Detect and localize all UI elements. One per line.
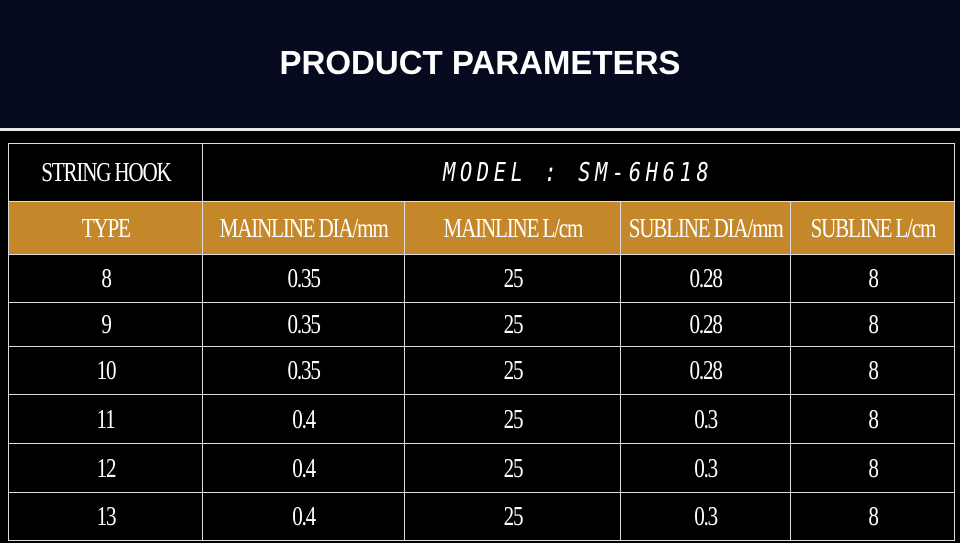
table-cell-text: 11 bbox=[96, 403, 116, 434]
column-header-text: TYPE bbox=[81, 212, 131, 243]
table-cell: 0.3 bbox=[620, 492, 791, 541]
table-cell: 0.4 bbox=[202, 492, 405, 541]
column-header-text: SUBLINE DIA/mm bbox=[628, 212, 784, 243]
table-cell: 0.3 bbox=[620, 394, 791, 444]
table-cell-text: 25 bbox=[503, 309, 523, 339]
table-cell: 0.35 bbox=[202, 302, 405, 347]
table-cell: 25 bbox=[404, 394, 621, 444]
table-cell-text: 0.35 bbox=[287, 309, 320, 339]
table-cell-text: 8 bbox=[867, 403, 879, 434]
column-header-text: SUBLINE L/cm bbox=[810, 212, 936, 243]
table-cell: 0.28 bbox=[620, 254, 791, 303]
table-cell-text: 13 bbox=[96, 501, 116, 531]
table-cell: 0.4 bbox=[202, 443, 405, 493]
table-label-text: STRING HOOK bbox=[40, 157, 171, 187]
table-cell-text: 0.3 bbox=[694, 452, 718, 483]
table-cell-text: 25 bbox=[503, 403, 523, 434]
table-cell: 8 bbox=[790, 394, 955, 444]
table-cell: 8 bbox=[8, 254, 203, 303]
table-cell: 25 bbox=[404, 492, 621, 541]
table-cell-text: 25 bbox=[503, 452, 523, 483]
column-header-text: MAINLINE L/cm bbox=[443, 212, 583, 243]
table-cell: 0.28 bbox=[620, 346, 791, 395]
column-header: SUBLINE DIA/mm bbox=[620, 201, 791, 255]
column-header: MAINLINE DIA/mm bbox=[202, 201, 405, 255]
table-cell-text: 0.4 bbox=[292, 501, 316, 531]
table-cell-text: 25 bbox=[503, 355, 523, 385]
table-cell: 11 bbox=[8, 394, 203, 444]
table-cell: 0.3 bbox=[620, 443, 791, 493]
table-cell-text: 9 bbox=[100, 309, 112, 339]
column-header: TYPE bbox=[8, 201, 203, 255]
table-cell: 0.35 bbox=[202, 346, 405, 395]
table-cell-text: 10 bbox=[96, 355, 116, 385]
table-cell-text: 0.3 bbox=[694, 501, 718, 531]
table-cell: 9 bbox=[8, 302, 203, 347]
table-cell-text: 0.28 bbox=[689, 309, 722, 339]
table-cell-text: 8 bbox=[100, 263, 112, 293]
table-cell: 0.4 bbox=[202, 394, 405, 444]
title: PRODUCT PARAMETERS bbox=[279, 44, 681, 81]
table-cell: 8 bbox=[790, 492, 955, 541]
column-header-text: MAINLINE DIA/mm bbox=[219, 212, 389, 243]
table-cell: 8 bbox=[790, 254, 955, 303]
table-cell-text: 25 bbox=[503, 501, 523, 531]
table-cell-text: 8 bbox=[867, 263, 879, 293]
table-cell-text: 8 bbox=[867, 501, 879, 531]
table-cell: 8 bbox=[790, 302, 955, 347]
table-cell: 0.35 bbox=[202, 254, 405, 303]
table-cell-text: 8 bbox=[867, 452, 879, 483]
table-cell-text: 8 bbox=[867, 355, 879, 385]
header: PRODUCT PARAMETERS bbox=[0, 0, 960, 128]
table-cell: 25 bbox=[404, 443, 621, 493]
table-cell: 25 bbox=[404, 346, 621, 395]
column-header: MAINLINE L/cm bbox=[404, 201, 621, 255]
table-cell-text: 0.28 bbox=[689, 355, 722, 385]
table-label: STRING HOOK bbox=[8, 143, 203, 202]
column-header: SUBLINE L/cm bbox=[790, 201, 955, 255]
table-cell-text: 0.4 bbox=[292, 403, 316, 434]
table-cell: 13 bbox=[8, 492, 203, 541]
table-cell-text: 25 bbox=[503, 263, 523, 293]
table-cell: 25 bbox=[404, 254, 621, 303]
table-cell: 8 bbox=[790, 443, 955, 493]
parameter-table: STRING HOOK MODEL : SM-6H618 TYPE MAINLINE … bbox=[0, 131, 960, 543]
table-cell: 10 bbox=[8, 346, 203, 395]
table-cell-text: 0.28 bbox=[689, 263, 722, 293]
table-cell-text: 0.35 bbox=[287, 263, 320, 293]
table-cell: 25 bbox=[404, 302, 621, 347]
model-label-text: MODEL : SM-6H618 bbox=[443, 157, 714, 188]
table-cell-text: 0.35 bbox=[287, 355, 320, 385]
separator bbox=[0, 128, 960, 131]
table-cell-text: 0.3 bbox=[694, 403, 718, 434]
table-cell-text: 12 bbox=[96, 452, 116, 483]
table-cell-text: 0.4 bbox=[292, 452, 316, 483]
table-cell: 8 bbox=[790, 346, 955, 395]
table-cell-text: 8 bbox=[867, 309, 879, 339]
table-cell: 12 bbox=[8, 443, 203, 493]
table-cell: 0.28 bbox=[620, 302, 791, 347]
model-label: MODEL : SM-6H618 bbox=[202, 143, 955, 202]
